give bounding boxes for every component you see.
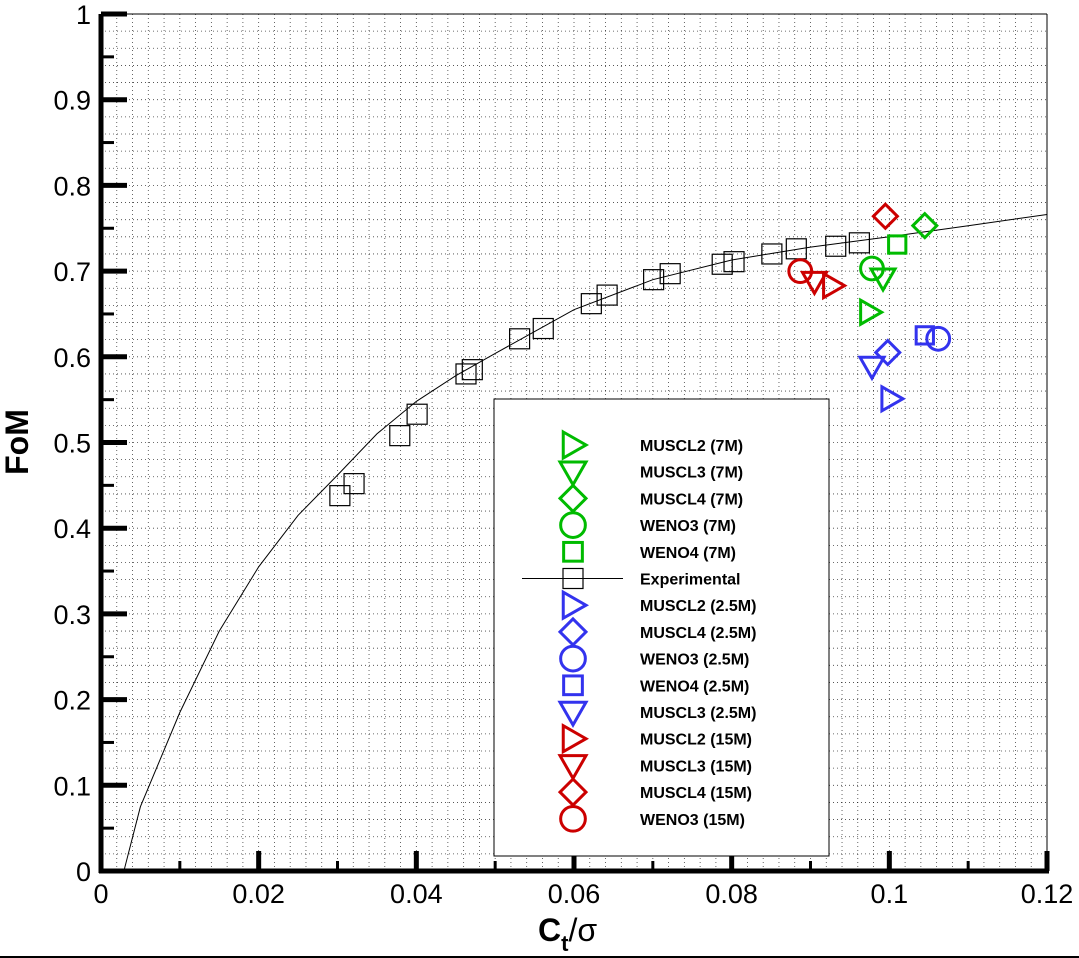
experimental-point: [580, 293, 602, 315]
axis-ticks: [98, 11, 1050, 874]
legend-muscl2-7m-marker: [561, 429, 590, 461]
experimental-point: [343, 473, 365, 495]
legend-weno3-15m-marker: [559, 804, 587, 833]
legend-muscl2-2-5m-marker: [561, 589, 590, 621]
legend-weno3-7m-label: WENO3 (7M): [640, 518, 736, 535]
x-tick-label: 0.08: [705, 879, 758, 909]
y-tick-label: 0: [76, 857, 91, 887]
legend-weno4-7m-label: WENO4 (7M): [640, 545, 736, 562]
legend-muscl4-15m-label: MUSCL4 (15M): [640, 785, 752, 802]
legend-muscl3-7m-marker: [557, 460, 589, 488]
fit-curve-layer: [123, 214, 1047, 871]
experimental-point: [643, 269, 665, 291]
y-tick-label: 0.3: [53, 600, 91, 630]
legend-muscl3-7m-label: MUSCL3 (7M): [640, 465, 743, 482]
x-tick-label: 0.04: [390, 879, 443, 909]
y-tick-label: 1: [76, 0, 91, 30]
x-tick-label: 0.12: [1021, 879, 1074, 909]
legend-weno4-2-5m-marker: [562, 674, 584, 697]
legend-experimental-marker: [562, 567, 584, 590]
x-axis-title-main: C: [538, 912, 561, 948]
legend-muscl4-2-5m-label: MUSCL4 (2.5M): [640, 625, 756, 642]
legend-experimental-label: Experimental: [640, 572, 740, 589]
experimental-point: [509, 328, 531, 350]
x-tick-label: 0.02: [232, 879, 285, 909]
weno3-2-5m-point: [925, 325, 952, 352]
muscl3-2-5m-point: [857, 355, 887, 382]
muscl2-15m-point: [822, 271, 848, 301]
experimental-point: [532, 317, 554, 340]
y-tick-label: 0.2: [53, 686, 91, 716]
legend-weno3-7m-marker: [559, 511, 587, 539]
experimental-point: [659, 263, 681, 285]
legend-muscl3-15m-label: MUSCL3 (15M): [640, 758, 752, 775]
experimental-point: [848, 232, 870, 254]
experimental-point: [825, 235, 847, 257]
y-tick-label: 0.5: [53, 429, 91, 459]
experimental-point: [723, 251, 745, 273]
muscl3-15m-point: [799, 270, 830, 297]
muscl4-2-5m-point: [873, 338, 902, 367]
y-tick-label: 0.9: [53, 86, 91, 116]
legend-muscl3-2-5m-marker: [557, 700, 589, 729]
legend-weno4-7m-marker: [562, 540, 584, 563]
data-markers: [329, 202, 952, 507]
x-tick-label: 0: [93, 879, 108, 909]
experimental-point: [406, 403, 428, 425]
experimental-point: [455, 363, 477, 385]
legend-weno3-2-5m-label: WENO3 (2.5M): [640, 652, 749, 669]
muscl2-7m-point: [859, 297, 885, 327]
tick-labels: 0 0.02 0.04 0.06 0.08 0.1 0.12 0 0.1 0.2 0.3 0.4 0.5…: [53, 0, 1073, 909]
legend-muscl3-15m-marker: [557, 754, 589, 782]
x-tick-label: 0.1: [871, 879, 909, 909]
experimental-point: [329, 485, 351, 507]
y-tick-label: 0.4: [53, 514, 91, 544]
muscl4-7m-point: [910, 211, 939, 240]
legend-muscl2-15m-marker: [561, 723, 590, 755]
x-axis-title-tail: /σ: [568, 912, 597, 948]
legend-weno3-15m-label: WENO3 (15M): [640, 812, 745, 829]
experimental-point: [711, 253, 733, 275]
experimental-point: [461, 359, 483, 381]
legend-muscl2-7m-label: MUSCL2 (7M): [640, 438, 743, 455]
y-tick-label: 0.7: [53, 257, 91, 287]
weno4-2-5m-point: [914, 325, 935, 346]
legend-weno3-2-5m-marker: [559, 644, 587, 673]
y-tick-label: 0.6: [53, 343, 91, 373]
legend: MUSCL2 (7M) MUSCL3 (7M) MUSCL4 (7M) WENO3 (…: [493, 398, 830, 857]
x-tick-label: 0.06: [548, 879, 601, 909]
x-axis-title: Ct/σ: [538, 912, 597, 956]
y-tick-label: 0.1: [53, 771, 91, 801]
legend-muscl4-7m-label: MUSCL4 (7M): [640, 491, 743, 508]
legend-muscl3-2-5m-label: MUSCL3 (2.5M): [640, 705, 756, 722]
experimental-point: [785, 238, 807, 260]
weno3-7m-point: [859, 255, 885, 282]
x-axis-title-sub: t: [561, 931, 569, 956]
weno3-15m-point: [787, 258, 814, 285]
legend-muscl2-2-5m-label: MUSCL2 (2.5M): [640, 598, 756, 615]
legend-box: [493, 398, 830, 857]
legend-muscl2-15m-label: MUSCL2 (15M): [640, 732, 752, 749]
experimental-fit-curve: [123, 214, 1047, 871]
experimental-point: [389, 425, 411, 447]
experimental-point: [596, 284, 618, 306]
muscl2-2-5m-point: [880, 384, 906, 414]
weno4-7m-point: [887, 234, 908, 255]
experimental-point: [761, 243, 783, 265]
y-tick-label: 0.8: [53, 171, 91, 201]
legend-weno4-2-5m-label: WENO4 (2.5M): [640, 678, 749, 695]
y-axis-title: FoM: [0, 409, 35, 475]
muscl4-15m-point: [871, 202, 900, 231]
